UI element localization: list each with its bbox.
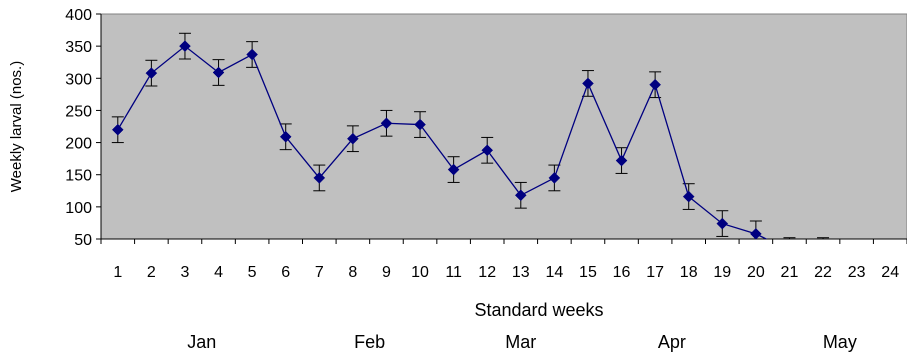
x-tick-label: 5 <box>248 264 257 281</box>
data-point <box>818 245 829 256</box>
x-tick-label: 20 <box>747 264 765 281</box>
x-tick-label: 13 <box>512 264 530 281</box>
y-tick-label: 50 <box>74 232 92 249</box>
month-label: Feb <box>354 332 385 352</box>
x-tick-label: 7 <box>315 264 324 281</box>
x-tick-label: 12 <box>478 264 496 281</box>
data-point <box>548 172 561 184</box>
data-point <box>347 132 359 145</box>
x-tick-label: 2 <box>147 264 156 281</box>
x-tick-label: 21 <box>781 264 799 281</box>
series-line <box>117 45 768 239</box>
y-tick-label: 400 <box>65 7 92 24</box>
x-tick-label: 8 <box>348 264 357 281</box>
x-tick-label: 4 <box>214 264 223 281</box>
data-point <box>179 40 191 52</box>
data-point <box>279 130 292 143</box>
month-label: Apr <box>658 332 686 352</box>
data-point <box>716 217 729 230</box>
x-tick-label: 15 <box>579 264 597 281</box>
month-label: Jan <box>187 332 216 352</box>
data-point <box>246 48 258 61</box>
data-point <box>313 172 326 184</box>
x-tick-label: 18 <box>680 264 698 281</box>
month-label: Mar <box>505 332 536 352</box>
x-tick-label: 17 <box>646 264 664 281</box>
x-tick-label: 14 <box>545 264 563 281</box>
x-tick-label: 19 <box>713 264 731 281</box>
data-point <box>447 163 460 176</box>
x-axis: 1 2 3 4 5 6 7 8 9 10 11 12 13 14 15 16 17 18 19 20 21 22 23 24 <box>100 238 907 281</box>
data-point <box>750 228 762 239</box>
data-point <box>582 77 594 90</box>
error-bar <box>884 240 896 266</box>
x-tick-label: 9 <box>382 264 391 281</box>
x-tick-label: 1 <box>113 264 122 281</box>
y-tick-label: 250 <box>65 103 92 120</box>
y-tick-label: 350 <box>65 39 92 56</box>
x-tick-label: 11 <box>445 264 462 281</box>
y-axis: 50 100 150 200 250 300 350 400 <box>65 7 102 249</box>
x-tick-label: 22 <box>814 264 832 281</box>
x-tick-label: 6 <box>281 264 290 281</box>
plot-area <box>100 13 907 240</box>
month-label: May <box>823 332 857 352</box>
data-point <box>784 245 795 256</box>
x-tick-label: 3 <box>181 264 190 281</box>
data-point <box>682 190 695 203</box>
data-point <box>212 66 225 79</box>
data-point <box>615 154 628 167</box>
x-tick-label: 16 <box>613 264 631 281</box>
x-tick-label: 24 <box>881 264 899 281</box>
data-point <box>145 67 158 79</box>
data-point <box>414 118 426 131</box>
error-bar <box>783 237 796 239</box>
x-tick-label: 10 <box>411 264 429 281</box>
month-labels: Jan Feb Mar Apr May <box>187 332 857 352</box>
x-axis-label: Standard weeks <box>474 300 603 320</box>
data-point <box>514 189 527 202</box>
error-bar <box>817 237 830 239</box>
data-point <box>111 123 124 136</box>
data-point <box>885 248 896 259</box>
data-point <box>649 78 661 91</box>
error-bar <box>850 238 863 239</box>
y-axis-label: Weekly larval (nos.) <box>8 61 25 192</box>
data-markers <box>111 40 896 259</box>
data-point <box>481 144 494 157</box>
y-tick-label: 300 <box>65 71 92 88</box>
y-tick-label: 100 <box>65 200 92 217</box>
data-point <box>380 117 393 130</box>
y-tick-label: 200 <box>65 136 92 153</box>
x-tick-label: 23 <box>848 264 866 281</box>
error-bars <box>111 32 896 266</box>
data-point <box>851 246 862 257</box>
y-tick-label: 150 <box>65 168 92 185</box>
